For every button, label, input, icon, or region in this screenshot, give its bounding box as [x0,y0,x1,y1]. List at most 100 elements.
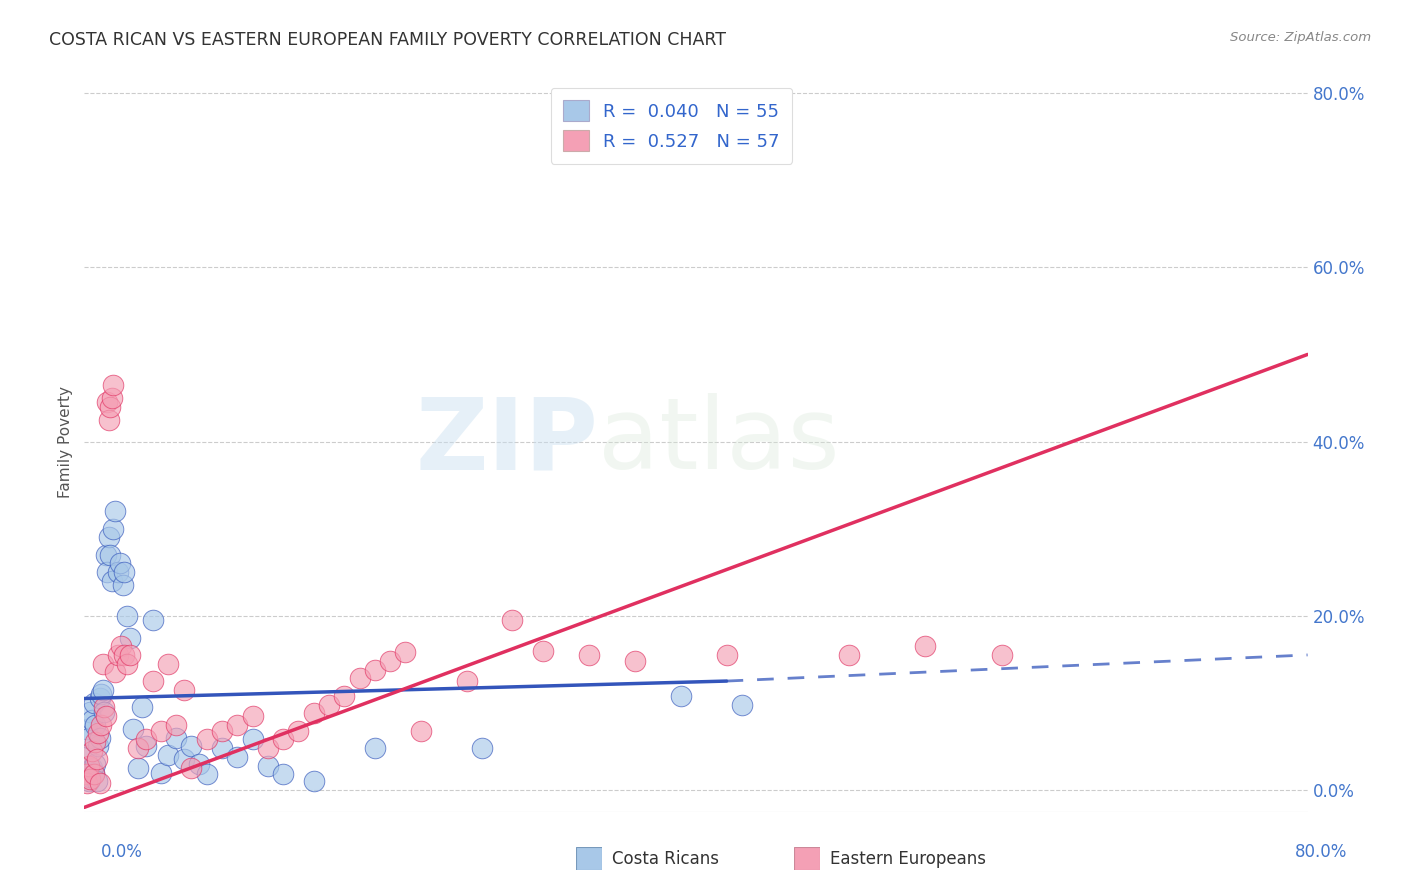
Legend: R =  0.040   N = 55, R =  0.527   N = 57: R = 0.040 N = 55, R = 0.527 N = 57 [551,87,792,164]
Point [110,639,132,653]
Point [716,648,738,662]
Point [79,705,101,719]
Point [149,723,172,738]
Point [624,654,647,668]
Point [80,744,103,758]
Point [135,732,157,747]
Point [380,654,402,668]
Point [142,613,165,627]
Point [333,689,356,703]
Point [93,705,115,719]
Point [103,378,125,392]
Point [302,706,325,721]
Point [86,774,108,789]
Point [669,689,692,703]
Point [271,767,294,781]
Point [90,687,112,701]
Point [731,698,754,712]
Point [90,717,112,731]
Point [112,648,135,662]
Point [165,731,187,745]
Point [991,648,1014,662]
Point [149,765,172,780]
Point [120,631,142,645]
Point [107,648,129,662]
Point [195,767,218,781]
Point [115,657,138,671]
Point [101,391,124,405]
Point [84,735,107,749]
Text: COSTA RICAN VS EASTERN EUROPEAN FAMILY POVERTY CORRELATION CHART: COSTA RICAN VS EASTERN EUROPEAN FAMILY P… [49,31,727,49]
Point [84,756,107,771]
Point [394,645,416,659]
Point [77,774,100,789]
Point [101,574,124,588]
Point [226,717,249,731]
Point [257,741,280,756]
Point [80,713,103,727]
Point [257,758,280,772]
Point [89,776,111,790]
Point [97,530,120,544]
Point [96,395,118,409]
Point [107,565,129,579]
Point [91,682,114,697]
Point [86,752,108,766]
Point [75,767,97,781]
Point [226,749,249,764]
Point [914,639,936,653]
Text: Source: ZipAtlas.com: Source: ZipAtlas.com [1230,31,1371,45]
Point [112,565,135,579]
Point [79,772,101,787]
Point [97,413,120,427]
Point [89,691,111,706]
Point [94,548,117,562]
Point [364,741,387,756]
Point [111,578,134,592]
Point [471,741,494,756]
Point [94,709,117,723]
Point [349,672,371,686]
Point [93,700,115,714]
Point [165,717,187,731]
Point [287,723,309,738]
Point [127,741,149,756]
Text: Costa Ricans: Costa Ricans [612,850,718,868]
Point [188,756,211,771]
Point [211,723,233,738]
Point [180,761,202,775]
Point [120,648,142,662]
Point [502,613,524,627]
Point [531,643,554,657]
Point [838,648,860,662]
Point [122,722,145,736]
Y-axis label: Family Poverty: Family Poverty [58,385,73,498]
Point [173,682,195,697]
Point [89,731,111,745]
Point [83,765,105,780]
Point [80,761,103,775]
Point [87,726,110,740]
Point [83,767,105,781]
Point [75,748,97,763]
Text: 80.0%: 80.0% [1295,843,1347,861]
Point [98,400,121,414]
Point [76,722,98,736]
Point [83,696,105,710]
Point [84,717,107,731]
Point [98,548,121,562]
Point [271,732,294,747]
Point [242,732,264,747]
Point [127,761,149,775]
Point [96,565,118,579]
Point [173,752,195,766]
Point [318,698,340,712]
Point [103,522,125,536]
Point [364,663,387,677]
Point [131,700,153,714]
Point [104,665,127,680]
Point [211,741,233,756]
Point [104,504,127,518]
Text: ZIP: ZIP [415,393,598,490]
Point [157,657,180,671]
